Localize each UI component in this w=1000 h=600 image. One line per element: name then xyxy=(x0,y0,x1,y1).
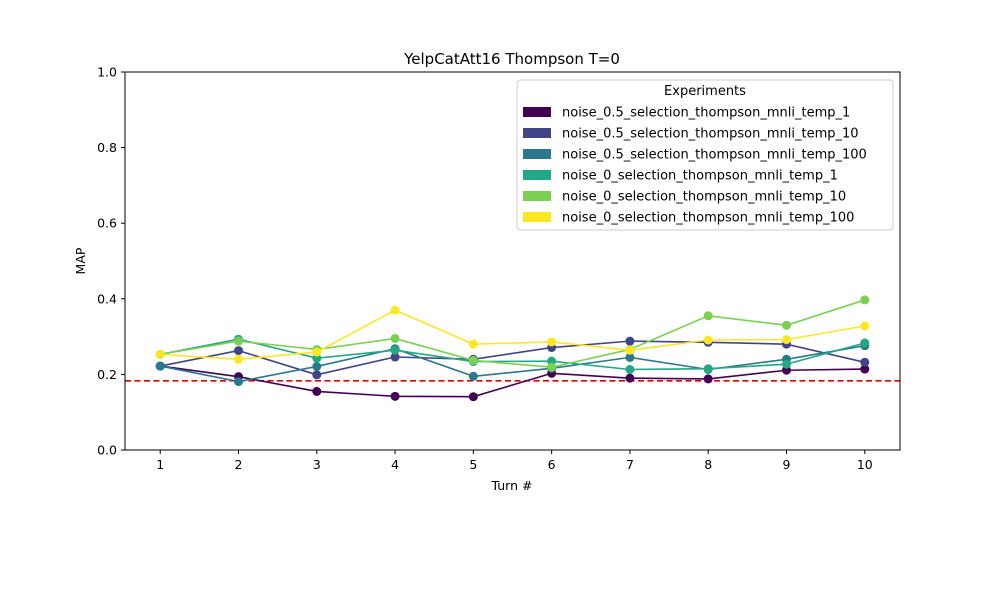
legend-title: Experiments xyxy=(664,84,746,99)
data-point xyxy=(468,371,478,381)
legend-label: noise_0.5_selection_thompson_mnli_temp_1… xyxy=(562,148,867,163)
series-line xyxy=(160,309,865,361)
x-tick-label: 6 xyxy=(548,457,556,472)
data-point xyxy=(468,339,478,349)
legend: Experiments noise_0.5_selection_thompson… xyxy=(516,79,894,231)
data-point xyxy=(312,361,322,371)
data-point xyxy=(860,364,870,374)
legend-box xyxy=(516,79,894,231)
y-tick-label: 1.0 xyxy=(97,65,117,80)
data-point xyxy=(625,364,635,374)
series-line xyxy=(160,344,865,383)
series-line xyxy=(160,338,865,371)
x-tick-label: 4 xyxy=(391,457,399,472)
data-point xyxy=(860,295,870,305)
data-point xyxy=(703,335,713,345)
x-tick-label: 9 xyxy=(783,457,791,472)
data-point xyxy=(625,373,635,383)
chart-title: YelpCatAtt16 Thompson T=0 xyxy=(403,50,620,68)
legend-swatch xyxy=(523,191,551,201)
series-line xyxy=(160,365,865,398)
legend-swatch xyxy=(523,212,551,222)
legend-swatch xyxy=(523,107,551,117)
data-point xyxy=(625,345,635,355)
x-tick-label: 1 xyxy=(156,457,164,472)
data-point xyxy=(860,338,870,348)
legend-label: noise_0.5_selection_thompson_mnli_temp_1 xyxy=(562,106,850,121)
data-point xyxy=(312,370,322,380)
data-point xyxy=(703,364,713,374)
y-tick-label: 0.4 xyxy=(97,291,117,306)
data-point xyxy=(234,377,244,387)
x-tick-label: 8 xyxy=(704,457,712,472)
data-point xyxy=(781,335,791,345)
data-point xyxy=(468,355,478,365)
series-5 xyxy=(155,295,870,372)
x-tick-label: 7 xyxy=(626,457,634,472)
legend-swatch xyxy=(523,149,551,159)
y-tick-label: 0.2 xyxy=(97,367,117,382)
legend-label: noise_0_selection_thompson_mnli_temp_100 xyxy=(562,211,854,226)
data-point xyxy=(703,311,713,321)
data-point xyxy=(781,320,791,330)
data-point xyxy=(781,359,791,369)
y-tick-label: 0.6 xyxy=(97,216,117,231)
x-tick-label: 2 xyxy=(235,457,243,472)
data-point xyxy=(234,354,244,364)
y-axis-label: MAP xyxy=(73,247,88,274)
data-point xyxy=(234,346,244,356)
legend-label: noise_0_selection_thompson_mnli_temp_1 xyxy=(562,169,838,184)
data-point xyxy=(468,392,478,402)
data-point xyxy=(703,374,713,384)
data-point xyxy=(390,352,400,362)
data-point xyxy=(860,321,870,331)
data-point xyxy=(625,336,635,346)
x-tick-label: 5 xyxy=(469,457,477,472)
legend-label: noise_0_selection_thompson_mnli_temp_10 xyxy=(562,190,846,205)
data-point xyxy=(234,336,244,346)
data-point xyxy=(547,337,557,347)
data-point xyxy=(390,305,400,315)
data-point xyxy=(390,391,400,401)
data-point xyxy=(312,347,322,357)
legend-label: noise_0.5_selection_thompson_mnli_temp_1… xyxy=(562,127,859,142)
series-line xyxy=(160,340,865,376)
x-axis-label: Turn # xyxy=(491,478,533,493)
series-line xyxy=(160,299,866,369)
data-point xyxy=(625,352,635,362)
data-point xyxy=(547,362,557,372)
series-6 xyxy=(155,305,870,364)
data-point xyxy=(860,357,870,367)
data-point xyxy=(312,386,322,396)
data-point xyxy=(390,333,400,343)
data-point xyxy=(155,361,165,371)
y-tick-label: 0.0 xyxy=(97,443,117,458)
plot-frame xyxy=(124,71,901,451)
legend-swatch xyxy=(523,170,551,180)
y-tick-label: 0.8 xyxy=(97,140,117,155)
x-tick-label: 3 xyxy=(313,457,321,472)
data-point xyxy=(390,345,400,355)
legend-swatch xyxy=(523,128,551,138)
x-tick-label: 10 xyxy=(857,457,873,472)
data-point xyxy=(155,349,165,359)
